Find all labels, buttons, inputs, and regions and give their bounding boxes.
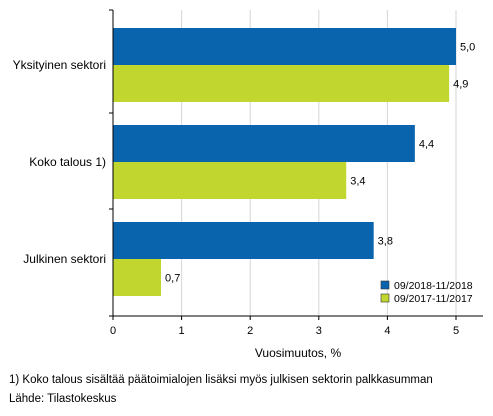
axes xyxy=(109,9,483,320)
x-tick-label-0: 0 xyxy=(110,325,116,337)
data-label-2-2: 3,4 xyxy=(350,176,365,188)
legend-swatch-2 xyxy=(380,293,390,303)
category-label-1: Yksityinen sektori xyxy=(13,58,106,72)
bars xyxy=(113,28,456,296)
bar-2-1 xyxy=(113,65,450,102)
x-tick-label-2: 2 xyxy=(247,325,253,337)
legend-label-2: 09/2017-11/2017 xyxy=(394,293,473,305)
bar-1-3 xyxy=(113,222,374,259)
legend-swatch-1 xyxy=(380,280,390,290)
category-label-3: Julkinen sektori xyxy=(23,252,106,266)
footnote-text: 1) Koko talous sisältää päätoimialojen l… xyxy=(9,374,433,386)
x-tick-label-1: 1 xyxy=(179,325,185,337)
x-tick-label-3: 3 xyxy=(316,325,322,337)
bar-2-2 xyxy=(113,162,347,199)
data-label-1-1: 5,0 xyxy=(460,42,475,54)
x-axis-title: Vuosimuutos, % xyxy=(255,346,342,360)
category-label-2: Koko talous 1) xyxy=(29,155,106,169)
data-label-2-1: 4,9 xyxy=(453,79,468,91)
data-label-1-2: 4,4 xyxy=(419,139,434,151)
bar-2-3 xyxy=(113,259,162,296)
source-text: Lähde: Tilastokeskus xyxy=(9,393,117,405)
labels: 5,0 4,9 Yksityinen sektori 4,4 3,4 Koko talou… xyxy=(13,42,476,361)
x-tick-label-5: 5 xyxy=(453,325,459,337)
bar-1-1 xyxy=(113,28,456,65)
bar-1-2 xyxy=(113,125,415,162)
legend-label-1: 09/2018-11/2018 xyxy=(394,280,473,292)
x-tick-label-4: 4 xyxy=(384,325,390,337)
data-label-1-3: 3,8 xyxy=(378,236,393,248)
data-label-2-3: 0,7 xyxy=(165,273,180,285)
